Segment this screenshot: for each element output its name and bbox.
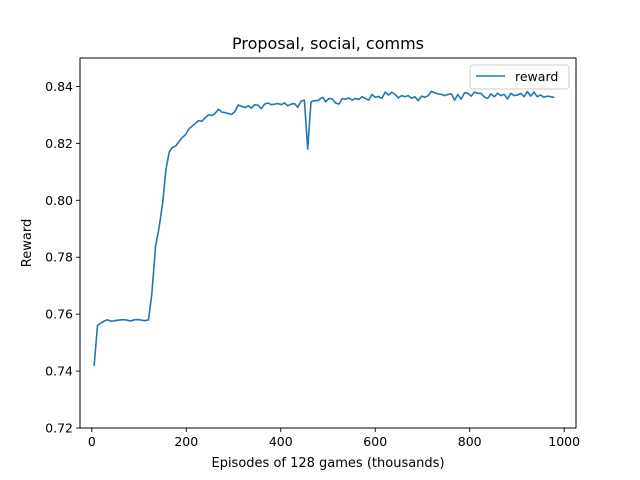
y-tick-label: 0.76 — [45, 307, 73, 322]
series-line-reward — [93, 90, 555, 367]
x-tick-label: 1000 — [548, 434, 580, 449]
legend-box — [469, 64, 570, 90]
x-tick-label: 200 — [174, 434, 198, 449]
legend: reward — [469, 64, 570, 90]
x-tick-label: 400 — [269, 434, 293, 449]
axis-ticks: 0 200 400 600 800 1000 0.72 0.74 0.76 0.78 0.80 0.8… — [45, 79, 580, 449]
y-tick-label: 0.82 — [45, 136, 73, 151]
y-axis-label: Reward — [20, 219, 35, 267]
y-tick-label: 0.84 — [45, 79, 73, 94]
x-tick-label: 800 — [458, 434, 482, 449]
y-tick-label: 0.72 — [45, 421, 73, 436]
legend-label-reward: reward — [515, 69, 558, 84]
x-tick-label: 0 — [88, 434, 96, 449]
chart-title: Proposal, social, comms — [232, 34, 424, 53]
y-tick-label: 0.78 — [45, 250, 73, 265]
y-tick-label: 0.80 — [45, 193, 73, 208]
y-tick-label: 0.74 — [45, 364, 73, 379]
x-tick-label: 600 — [363, 434, 387, 449]
plot-frame — [79, 57, 577, 429]
x-axis-label: Episodes of 128 games (thousands) — [211, 456, 444, 471]
